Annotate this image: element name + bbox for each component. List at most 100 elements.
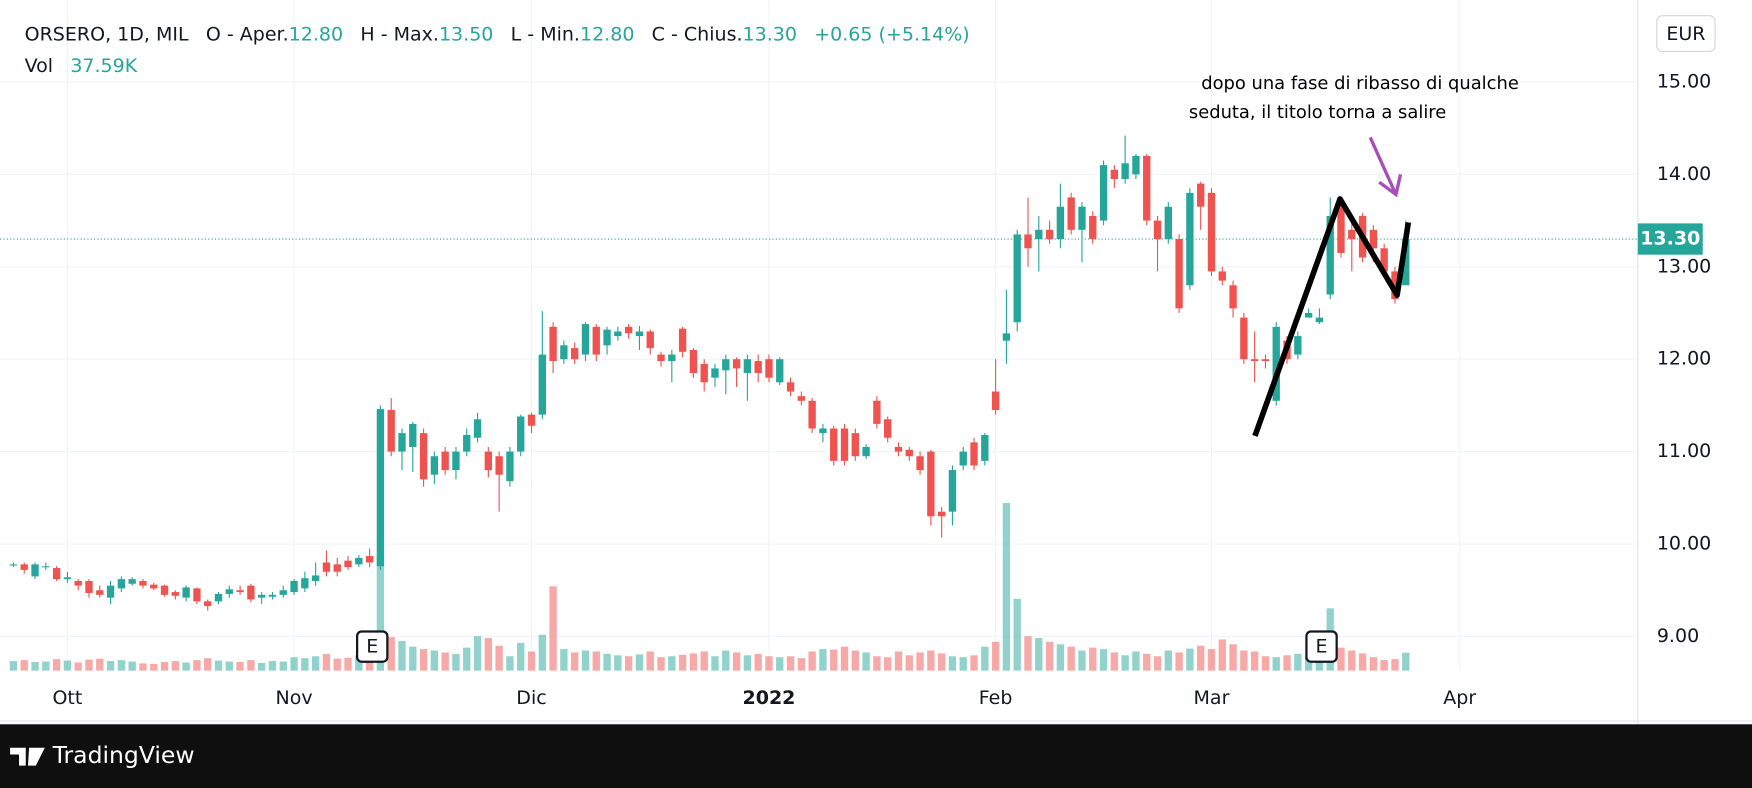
annotation-text: dopo una fase di ribasso di qualche: [1201, 73, 1519, 94]
earnings-label[interactable]: E: [366, 636, 378, 658]
volume-bar: [1143, 653, 1151, 671]
volume-bar: [894, 651, 903, 671]
candle-body: [1380, 248, 1388, 272]
candle-body: [236, 590, 244, 593]
candle-body: [1153, 220, 1162, 240]
candle-body: [419, 433, 428, 480]
candle-body: [333, 564, 341, 572]
candle-body: [991, 391, 1000, 411]
volume-bar: [290, 657, 298, 671]
volume-bar: [1035, 638, 1043, 671]
legend-value: 12.80: [289, 23, 343, 45]
currency-label[interactable]: EUR: [1666, 23, 1705, 45]
volume-bar: [1337, 647, 1345, 671]
earnings-marker[interactable]: [1305, 630, 1338, 663]
earnings-label[interactable]: E: [1316, 636, 1328, 658]
candle-body: [1294, 336, 1302, 355]
candle-body: [527, 414, 536, 426]
legend-label: L - Min.: [511, 23, 580, 45]
volume-bar: [668, 656, 676, 671]
volume-bar: [1358, 653, 1367, 671]
volume-bar: [549, 586, 557, 671]
volume-bar: [42, 661, 50, 671]
candle-body: [862, 446, 870, 457]
candle-body: [894, 446, 903, 452]
volume-bar: [1002, 502, 1011, 671]
volume-bar: [182, 662, 190, 671]
candle-body: [948, 470, 957, 512]
candle-body: [711, 368, 719, 378]
candle-body: [1056, 206, 1065, 240]
volume-bar: [754, 653, 762, 671]
candle-body: [301, 578, 309, 589]
volume-bar: [603, 653, 611, 671]
volume-bar: [937, 653, 946, 671]
candle-body: [1164, 206, 1172, 240]
candle-body: [106, 585, 115, 598]
volume-bar: [473, 636, 482, 671]
candle-body: [473, 419, 482, 438]
candle-body: [959, 451, 967, 466]
volume-bar: [916, 652, 924, 671]
volume-bar: [506, 656, 514, 671]
legend-value: 12.80: [580, 23, 634, 45]
earnings-marker[interactable]: [355, 630, 389, 663]
candle-body: [506, 451, 514, 482]
volume-bar: [765, 656, 773, 671]
volume-bar: [1197, 645, 1205, 671]
candle-body: [1391, 271, 1399, 300]
volume-bar: [1304, 656, 1313, 671]
candle-body: [884, 419, 892, 438]
candle-body: [1272, 326, 1280, 401]
y-tick-label: 14.00: [1657, 163, 1711, 185]
candle-body: [1369, 229, 1378, 249]
candle-body: [1186, 192, 1194, 286]
volume-layer: [9, 502, 1410, 671]
volume-bar: [52, 659, 61, 671]
candle-body: [63, 577, 72, 580]
volume-bar: [258, 662, 266, 671]
volume-bar: [581, 650, 590, 671]
volume-bar: [333, 658, 341, 671]
volume-bar: [344, 657, 352, 671]
volume-bar: [1175, 652, 1183, 671]
y-tick-label: 12.00: [1657, 348, 1711, 370]
candle-body: [139, 580, 147, 586]
candle-body: [581, 324, 590, 355]
volume-bar: [322, 653, 331, 671]
volume-bar: [409, 646, 417, 671]
volume-bar: [1218, 639, 1226, 671]
y-tick-label: 15.00: [1657, 70, 1711, 92]
candle-body: [387, 410, 395, 452]
candle-body: [214, 593, 223, 602]
candle-body: [646, 331, 654, 349]
volume-bar: [1348, 650, 1356, 671]
candle-body: [74, 580, 82, 586]
legend-value: 13.30: [743, 23, 797, 45]
volume-bar: [1240, 650, 1248, 671]
currency-button[interactable]: [1656, 15, 1716, 52]
candle-body: [225, 589, 233, 594]
candle-body: [1175, 239, 1183, 309]
volume-bar: [279, 661, 287, 671]
candle-body: [549, 326, 557, 362]
candle-body: [1402, 239, 1410, 286]
candle-body: [9, 564, 18, 566]
brand-logo[interactable]: [10, 747, 45, 766]
candle-body: [20, 564, 28, 570]
symbol: ORSERO, 1D, MIL: [25, 23, 189, 45]
volume-bar: [1067, 646, 1075, 671]
candle-body: [538, 354, 546, 415]
candle-body: [592, 326, 600, 355]
candle-body: [1035, 229, 1043, 240]
volume-bar: [635, 654, 644, 671]
volume-bar: [1402, 652, 1410, 671]
legend-value: 13.50: [439, 23, 493, 45]
volume-bar: [970, 655, 978, 671]
candle-body: [1002, 333, 1011, 341]
price-layer: [9, 135, 1410, 611]
volume-bar: [387, 637, 395, 671]
candle-body: [1261, 359, 1270, 362]
y-tick-label: 9.00: [1657, 625, 1699, 647]
brand-name[interactable]: TradingView: [52, 741, 195, 769]
